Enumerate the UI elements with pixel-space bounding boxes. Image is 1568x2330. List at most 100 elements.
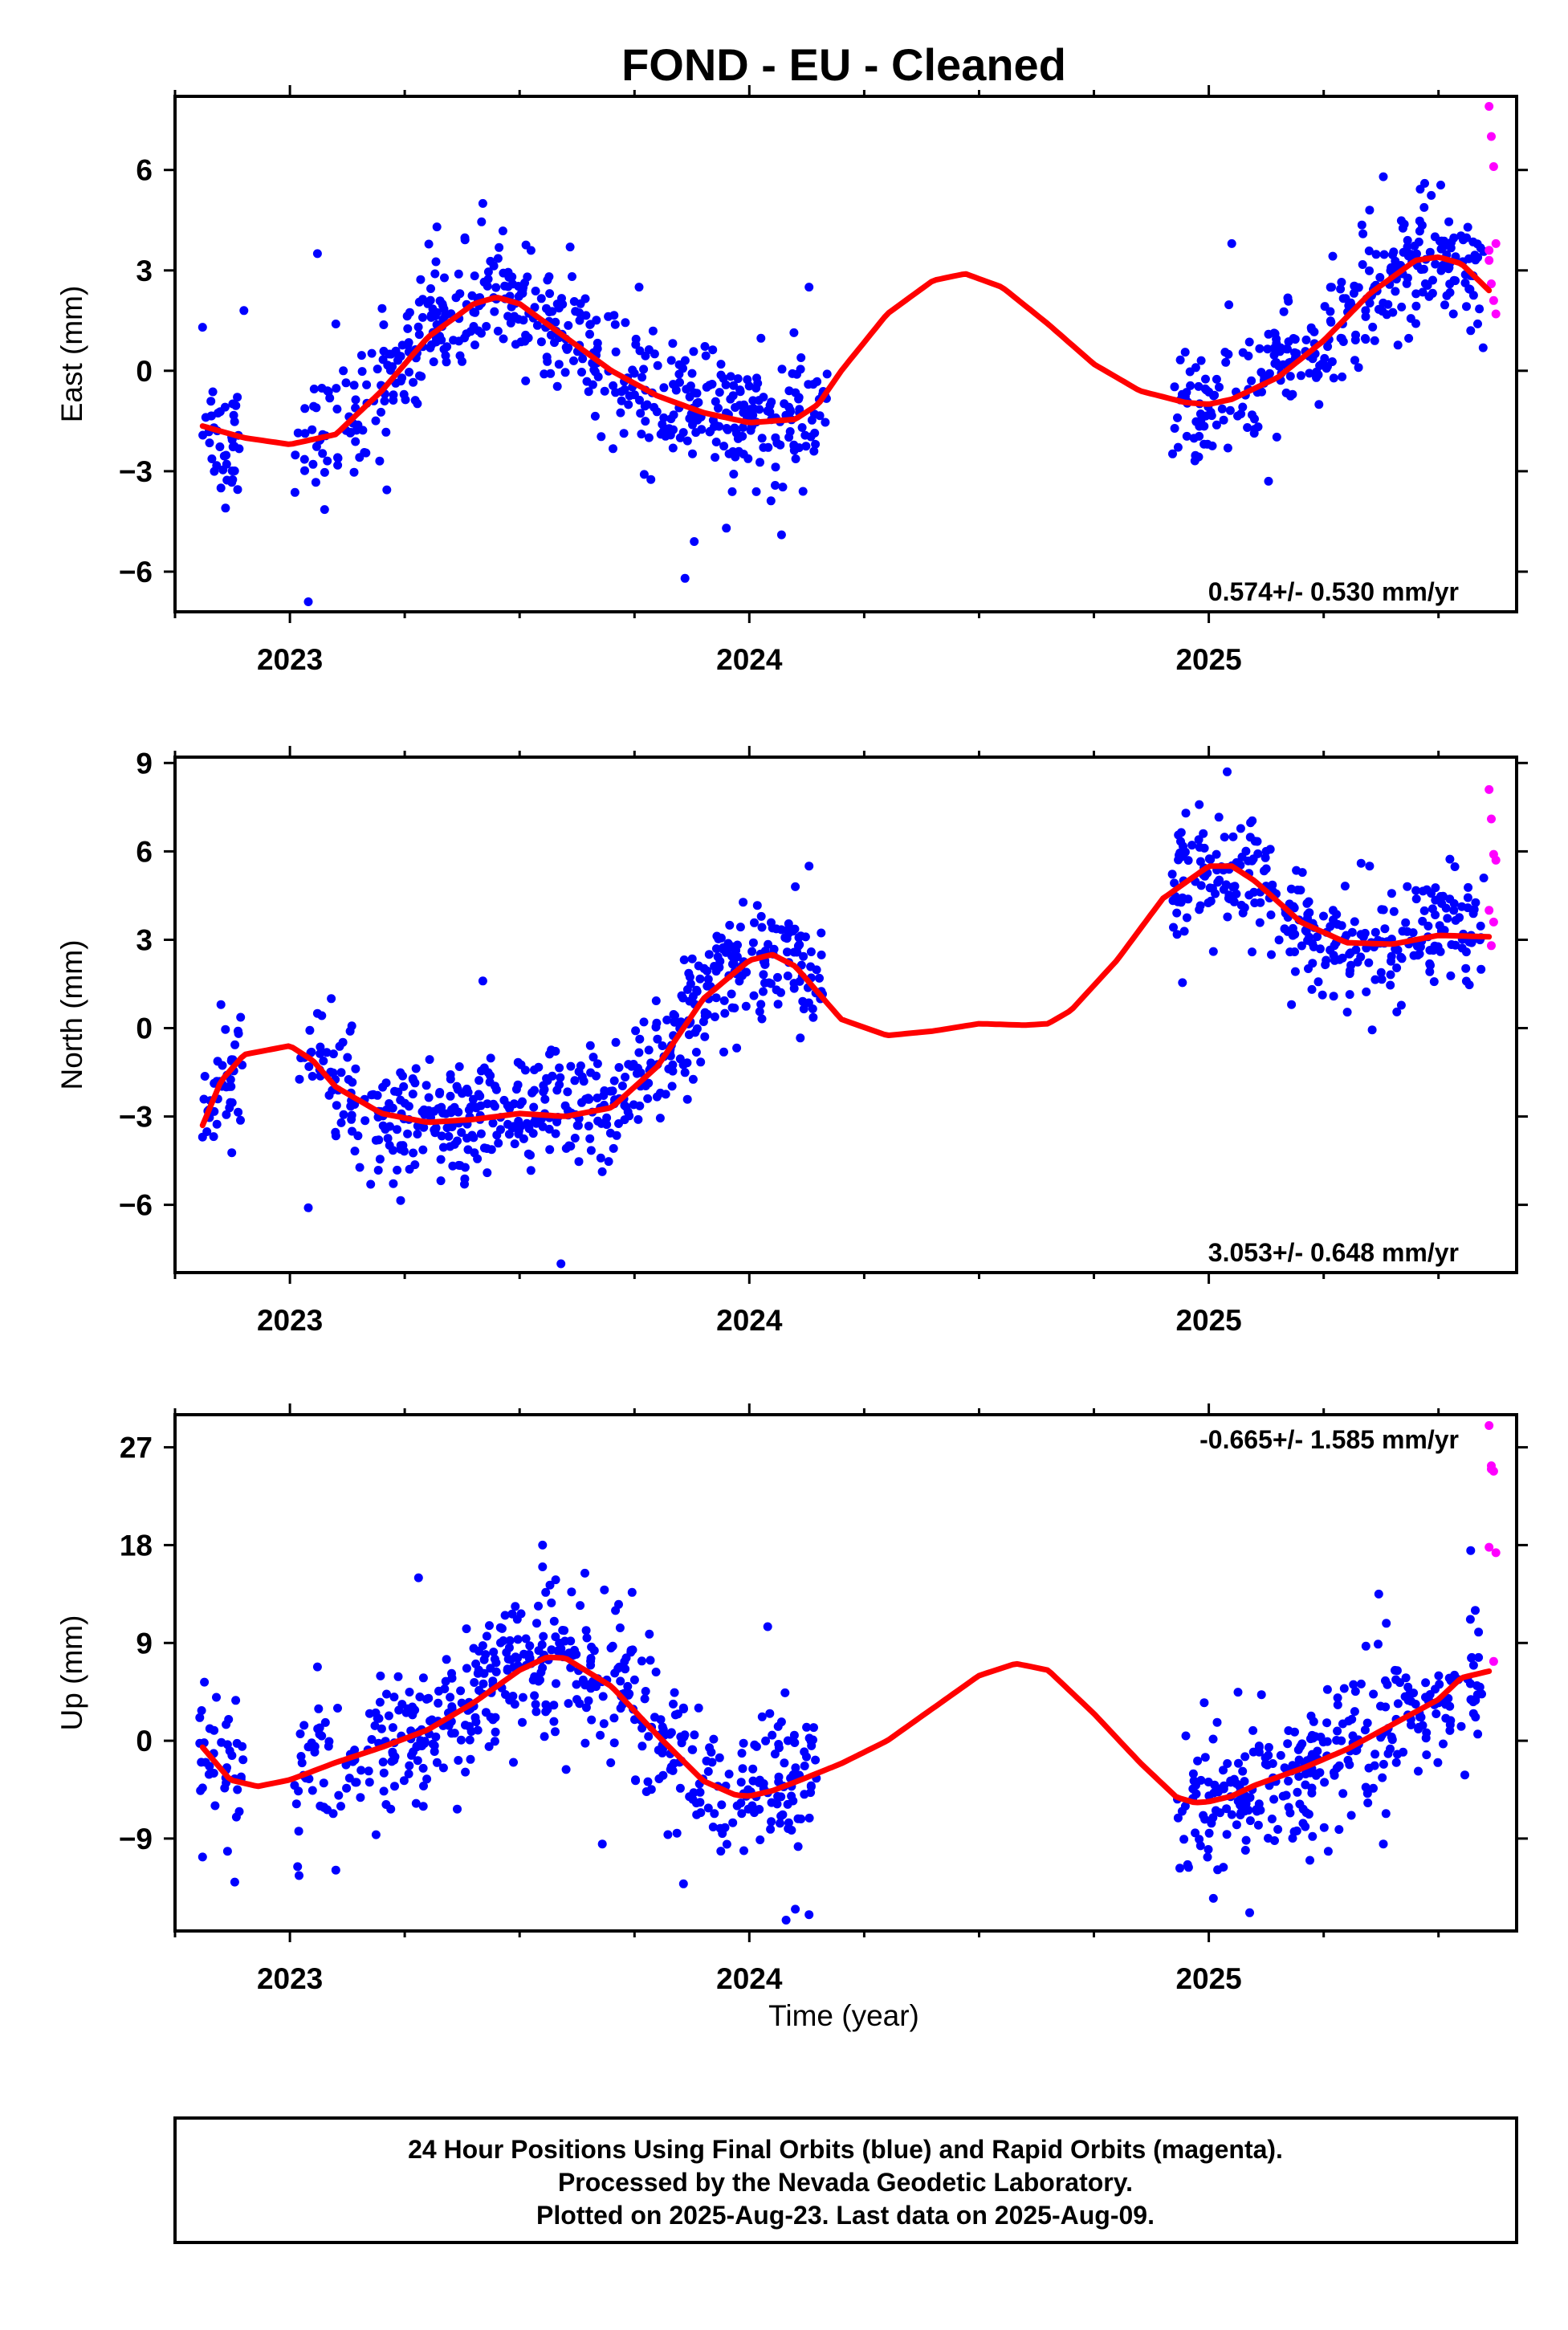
final-orbit-point bbox=[405, 368, 413, 377]
final-orbit-point bbox=[1419, 264, 1428, 274]
final-orbit-point bbox=[446, 1074, 455, 1084]
final-orbit-point bbox=[1293, 886, 1302, 894]
final-orbit-point bbox=[491, 1085, 501, 1094]
final-orbit-point bbox=[783, 947, 792, 957]
final-orbit-point bbox=[672, 1828, 682, 1838]
y-tick-label: −9 bbox=[119, 1823, 153, 1855]
final-orbit-point bbox=[1435, 921, 1444, 931]
final-orbit-point bbox=[1308, 1831, 1318, 1841]
final-orbit-point bbox=[1307, 984, 1317, 994]
final-orbit-point bbox=[709, 1734, 719, 1744]
final-orbit-point bbox=[1247, 376, 1256, 385]
final-orbit-point bbox=[776, 530, 786, 540]
final-orbit-point bbox=[597, 1839, 607, 1849]
final-orbit-point bbox=[580, 1738, 590, 1748]
final-orbit-point bbox=[1263, 344, 1273, 354]
final-orbit-point bbox=[703, 1766, 713, 1776]
final-orbit-point bbox=[198, 1852, 207, 1862]
final-orbit-point bbox=[1196, 356, 1206, 365]
final-orbit-point bbox=[1200, 1753, 1210, 1762]
final-orbit-point bbox=[379, 346, 389, 356]
final-orbit-point bbox=[671, 385, 681, 395]
x-tick-label: 2025 bbox=[1175, 1962, 1241, 1995]
final-orbit-point bbox=[1180, 392, 1190, 401]
final-orbit-point bbox=[1304, 1810, 1313, 1819]
final-orbit-point bbox=[479, 1655, 489, 1664]
final-orbit-point bbox=[1241, 846, 1251, 856]
final-orbit-point bbox=[1435, 236, 1444, 246]
final-orbit-point bbox=[490, 1737, 499, 1746]
final-orbit-point bbox=[483, 1168, 492, 1178]
final-orbit-point bbox=[790, 1738, 800, 1747]
final-orbit-point bbox=[471, 1717, 481, 1727]
final-orbit-point bbox=[1240, 1846, 1250, 1855]
final-orbit-point bbox=[615, 1662, 624, 1672]
final-orbit-point bbox=[746, 405, 755, 414]
final-orbit-point bbox=[616, 408, 625, 418]
final-orbit-point bbox=[1304, 964, 1313, 973]
final-orbit-point bbox=[700, 1032, 710, 1041]
final-orbit-point bbox=[808, 380, 818, 389]
final-orbit-point bbox=[1460, 1770, 1469, 1780]
final-orbit-point bbox=[678, 364, 687, 373]
final-orbit-point bbox=[784, 433, 794, 442]
final-orbit-point bbox=[485, 1077, 495, 1087]
final-orbit-point bbox=[1326, 922, 1335, 931]
final-orbit-point bbox=[222, 1110, 231, 1119]
final-orbit-point bbox=[733, 940, 742, 950]
final-orbit-point bbox=[811, 1755, 821, 1765]
final-orbit-point bbox=[381, 1078, 391, 1088]
rapid-orbit-point bbox=[1487, 814, 1496, 824]
final-orbit-point bbox=[747, 947, 757, 956]
final-orbit-point bbox=[1217, 404, 1227, 413]
final-orbit-point bbox=[1346, 948, 1355, 958]
final-orbit-point bbox=[711, 967, 721, 976]
final-orbit-point bbox=[1194, 835, 1203, 845]
final-orbit-point bbox=[1279, 307, 1289, 316]
final-orbit-point bbox=[1383, 1680, 1392, 1689]
final-orbit-point bbox=[614, 1599, 623, 1609]
final-orbit-point bbox=[355, 1163, 365, 1172]
y-tick-label: −3 bbox=[119, 1101, 153, 1134]
final-orbit-point bbox=[584, 1680, 593, 1689]
final-orbit-point bbox=[216, 1000, 226, 1009]
final-orbit-point bbox=[1389, 906, 1399, 916]
final-orbit-point bbox=[524, 1650, 534, 1659]
final-orbit-point bbox=[295, 1729, 305, 1738]
final-orbit-point bbox=[1219, 415, 1228, 425]
final-orbit-point bbox=[1191, 1828, 1200, 1838]
final-orbit-point bbox=[1451, 915, 1460, 925]
final-orbit-point bbox=[1326, 307, 1335, 316]
final-orbit-point bbox=[544, 272, 554, 282]
final-orbit-point bbox=[431, 257, 441, 267]
final-orbit-point bbox=[566, 1061, 576, 1071]
final-orbit-point bbox=[585, 1134, 595, 1143]
final-orbit-point bbox=[1378, 1773, 1387, 1782]
final-orbit-point bbox=[692, 985, 702, 995]
final-orbit-point bbox=[1445, 1720, 1455, 1729]
final-orbit-point bbox=[357, 367, 367, 377]
final-orbit-point bbox=[488, 1676, 498, 1686]
final-orbit-point bbox=[370, 1721, 380, 1730]
chart-title: FOND - EU - Cleaned bbox=[621, 39, 1066, 90]
final-orbit-point bbox=[642, 400, 652, 409]
final-orbit-point bbox=[549, 1701, 559, 1710]
final-orbit-point bbox=[349, 467, 359, 477]
final-orbit-point bbox=[756, 911, 766, 921]
final-orbit-point bbox=[678, 428, 688, 438]
final-orbit-point bbox=[593, 372, 603, 381]
final-orbit-point bbox=[789, 328, 799, 337]
final-orbit-point bbox=[496, 1638, 505, 1648]
data-points bbox=[198, 102, 1501, 606]
final-orbit-point bbox=[297, 1758, 307, 1768]
final-orbit-point bbox=[488, 1118, 498, 1128]
final-orbit-point bbox=[389, 1179, 398, 1188]
final-orbit-point bbox=[602, 1113, 612, 1122]
final-orbit-point bbox=[580, 1568, 589, 1578]
data-points bbox=[198, 767, 1501, 1269]
final-orbit-point bbox=[695, 974, 705, 984]
final-orbit-point bbox=[1224, 349, 1233, 359]
final-orbit-point bbox=[434, 1698, 443, 1708]
final-orbit-point bbox=[491, 1727, 500, 1737]
final-orbit-point bbox=[418, 312, 427, 322]
